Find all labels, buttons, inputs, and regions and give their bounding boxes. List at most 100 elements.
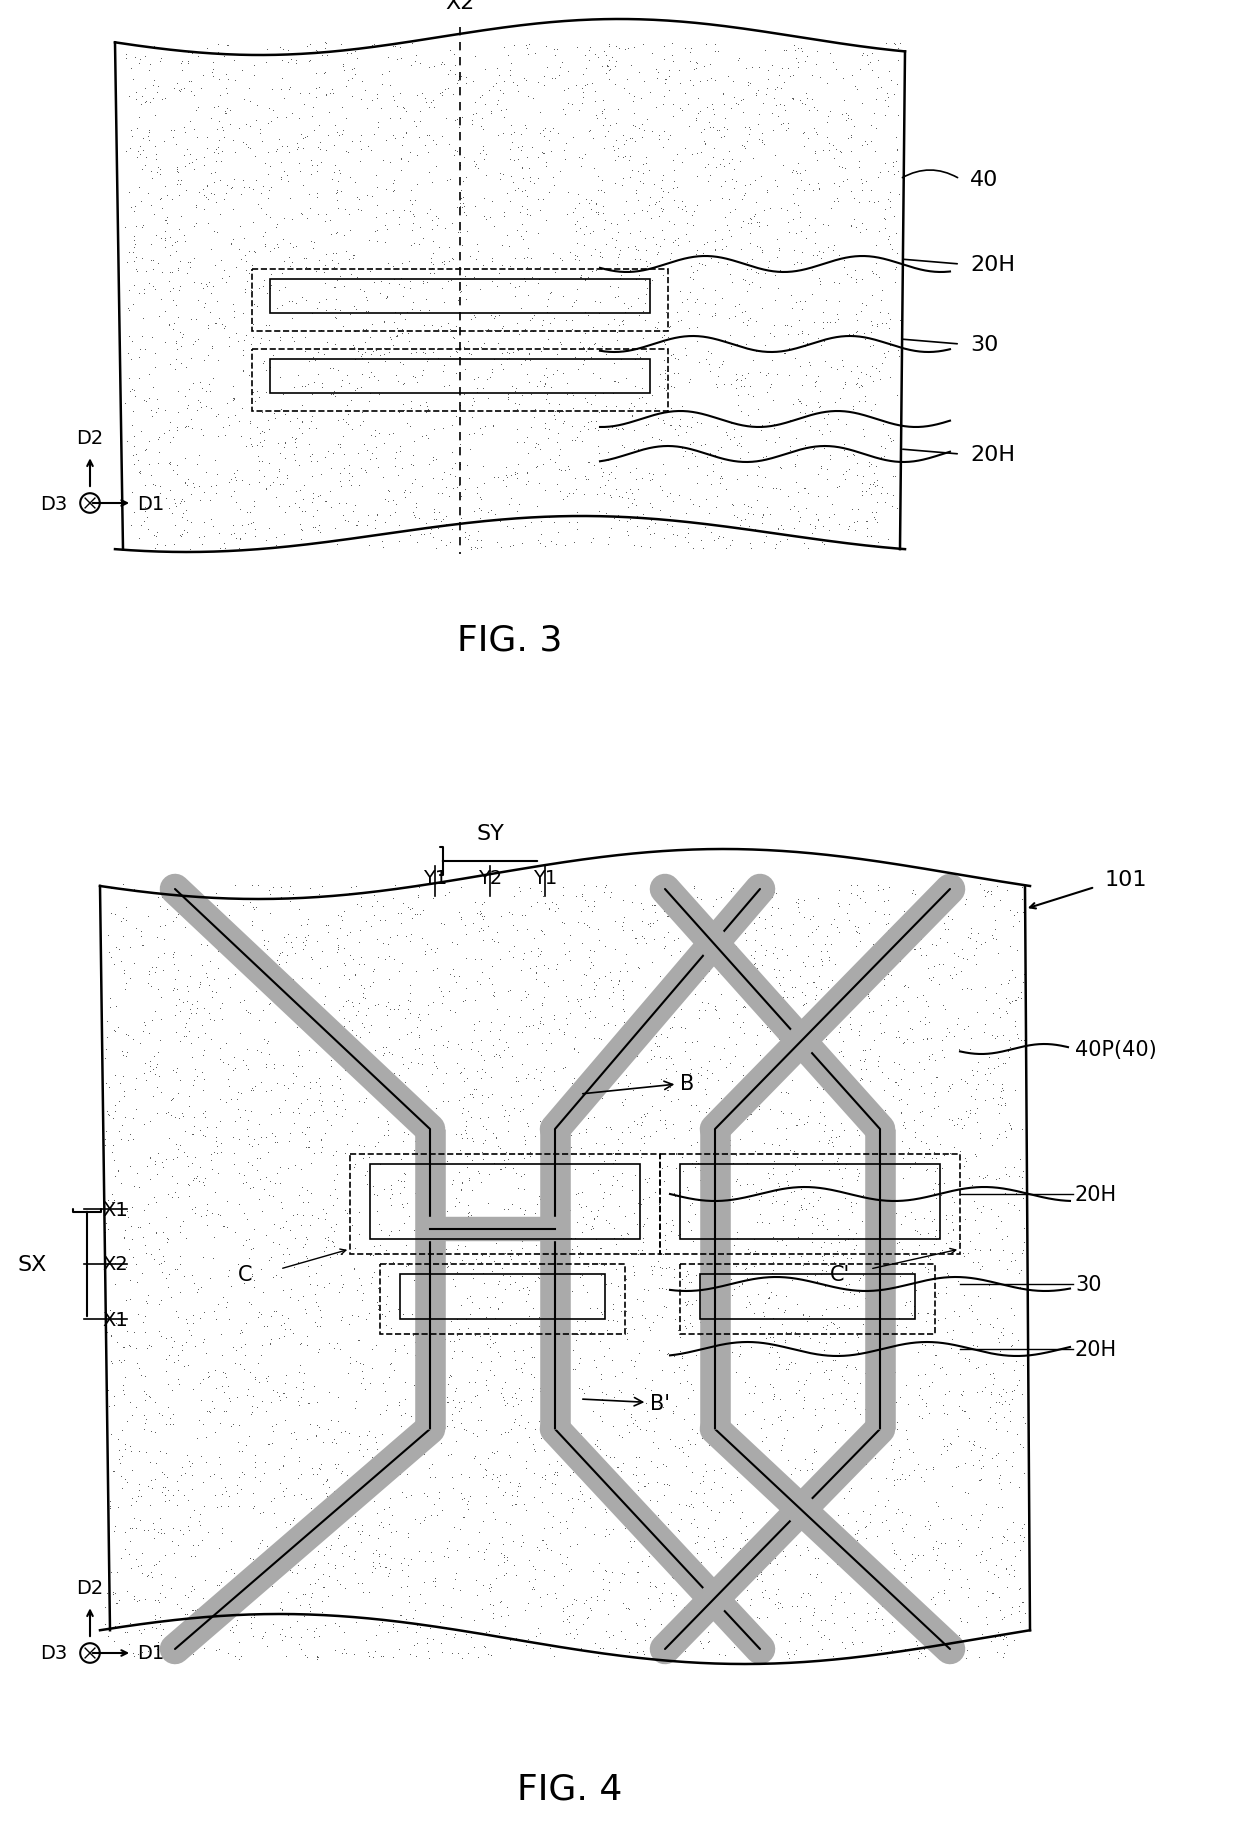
Point xyxy=(444,1413,464,1442)
Point xyxy=(839,1270,859,1299)
Point xyxy=(557,1543,577,1572)
Point xyxy=(381,1091,401,1120)
Point xyxy=(424,494,444,523)
Point xyxy=(419,425,439,454)
Point xyxy=(812,1634,832,1663)
Point xyxy=(113,904,133,933)
Point xyxy=(857,242,877,271)
Point xyxy=(583,1052,603,1082)
Point xyxy=(162,1400,182,1429)
Point xyxy=(694,1393,714,1422)
Point xyxy=(330,430,350,459)
Point xyxy=(368,1524,388,1554)
Point xyxy=(888,1464,908,1493)
Point xyxy=(844,1279,864,1308)
Point xyxy=(961,1501,981,1530)
Point xyxy=(403,287,423,317)
Point xyxy=(432,1114,451,1144)
Point xyxy=(773,1030,792,1060)
Point xyxy=(853,1180,873,1210)
Point xyxy=(166,492,186,522)
Point xyxy=(518,1422,538,1451)
Point xyxy=(737,1149,756,1179)
Point xyxy=(733,207,753,236)
Point xyxy=(739,1237,759,1266)
Point xyxy=(937,915,957,944)
Point xyxy=(373,1091,393,1120)
Point xyxy=(913,1541,932,1570)
Point xyxy=(879,900,899,930)
Point xyxy=(634,68,653,97)
Point xyxy=(681,430,701,459)
Point xyxy=(609,368,629,397)
Point xyxy=(438,1032,458,1061)
Point xyxy=(811,525,831,554)
Point xyxy=(182,1071,202,1100)
Point xyxy=(164,937,184,966)
Point xyxy=(620,1239,640,1268)
Point xyxy=(1008,1365,1028,1394)
Point xyxy=(368,454,388,483)
Point xyxy=(517,115,537,145)
Point xyxy=(980,1393,999,1422)
Point xyxy=(362,31,382,60)
Point xyxy=(801,1512,821,1541)
Point xyxy=(541,309,560,339)
Point xyxy=(838,1224,858,1254)
Point xyxy=(157,181,177,210)
Point xyxy=(862,1358,882,1387)
Point xyxy=(185,1144,205,1173)
Point xyxy=(177,1599,197,1629)
Point xyxy=(146,1219,166,1248)
Point xyxy=(134,386,154,415)
Point xyxy=(650,1043,670,1072)
Point xyxy=(193,1100,213,1129)
Point xyxy=(536,33,556,62)
Point xyxy=(448,1235,467,1265)
Point xyxy=(715,1222,735,1252)
Point xyxy=(274,520,294,549)
Point xyxy=(599,46,619,75)
Point xyxy=(544,42,564,71)
Point xyxy=(955,1281,975,1310)
Point xyxy=(312,368,332,397)
Point xyxy=(609,1272,629,1301)
Point xyxy=(482,412,502,441)
Point xyxy=(754,501,774,531)
Point xyxy=(520,1142,539,1171)
Point xyxy=(884,1290,904,1319)
Point xyxy=(884,1330,904,1360)
Point xyxy=(737,55,756,84)
Point xyxy=(325,112,345,141)
Point xyxy=(347,373,367,403)
Point xyxy=(807,1266,827,1296)
Point xyxy=(663,1563,683,1592)
Point xyxy=(675,1274,694,1303)
Point xyxy=(308,1338,327,1367)
Point xyxy=(441,1307,461,1336)
Point xyxy=(657,919,677,948)
Point xyxy=(647,1433,667,1462)
Point xyxy=(174,221,193,251)
Point xyxy=(417,269,436,298)
Point xyxy=(327,939,347,968)
Point xyxy=(521,891,541,920)
Point xyxy=(403,452,423,481)
Point xyxy=(368,419,388,448)
Point xyxy=(269,458,289,487)
Point xyxy=(479,1376,498,1405)
Point xyxy=(212,148,232,178)
Point xyxy=(404,1215,424,1244)
Point xyxy=(843,1629,863,1658)
Point xyxy=(761,1277,781,1307)
Point xyxy=(450,152,470,181)
Point xyxy=(449,961,469,990)
Point xyxy=(551,1369,570,1398)
Point xyxy=(560,335,580,364)
Point xyxy=(817,1548,837,1577)
Point xyxy=(619,485,639,514)
Point xyxy=(552,908,572,937)
Point xyxy=(316,487,336,516)
Point xyxy=(403,201,423,231)
Point xyxy=(303,489,322,518)
